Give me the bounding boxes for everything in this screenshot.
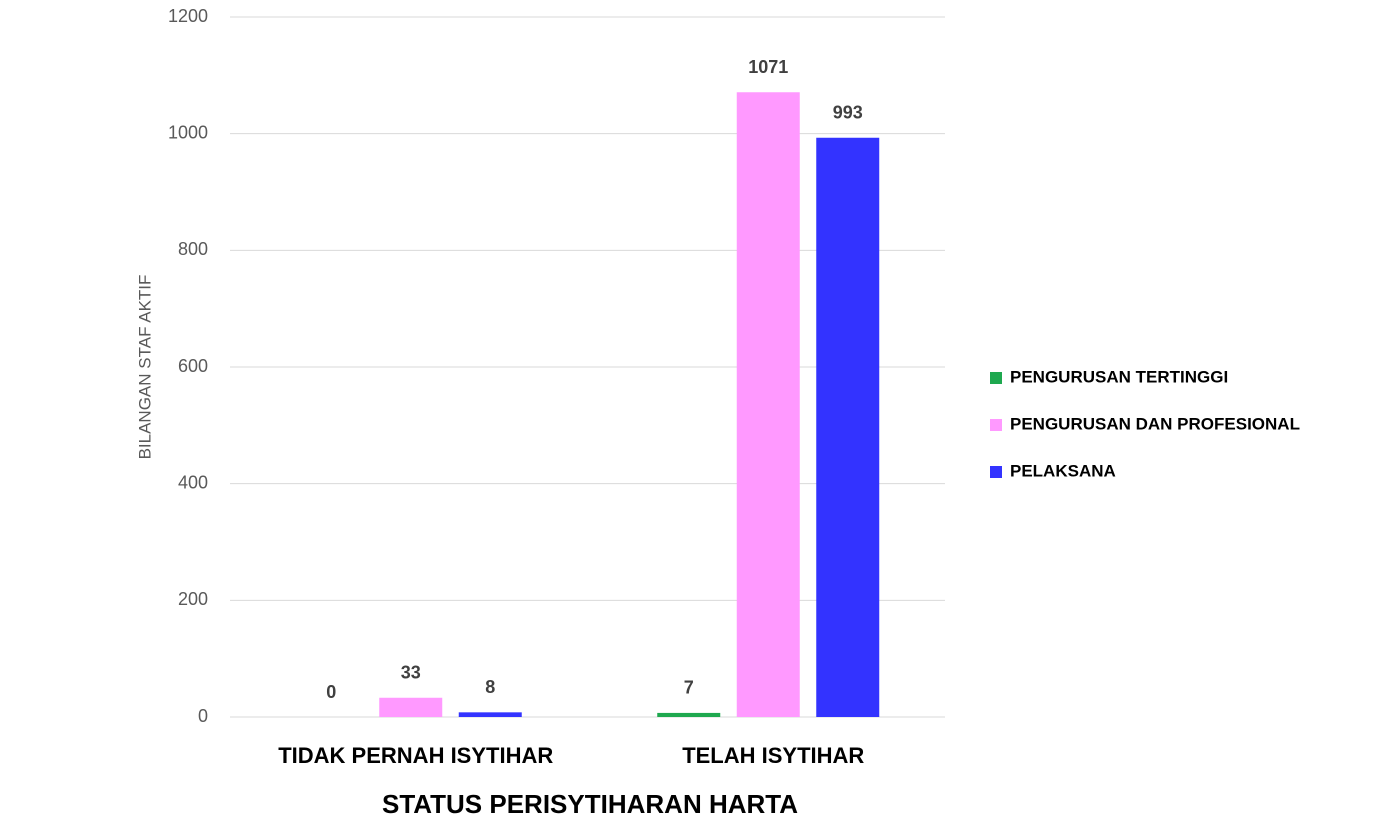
data-label: 33 bbox=[401, 663, 421, 683]
legend-swatch bbox=[990, 466, 1002, 478]
y-tick-label: 0 bbox=[198, 706, 208, 726]
y-tick-label: 1000 bbox=[168, 122, 208, 142]
x-tick-label: TELAH ISYTIHAR bbox=[682, 743, 864, 768]
y-tick-label: 800 bbox=[178, 239, 208, 259]
legend-label: PENGURUSAN DAN PROFESIONAL bbox=[1010, 414, 1300, 433]
y-tick-label: 1200 bbox=[168, 6, 208, 26]
y-tick-label: 400 bbox=[178, 472, 208, 492]
bar bbox=[816, 137, 880, 717]
data-label: 7 bbox=[684, 678, 694, 698]
legend-label: PENGURUSAN TERTINGGI bbox=[1010, 367, 1228, 386]
bar bbox=[657, 712, 721, 717]
legend-swatch bbox=[990, 372, 1002, 384]
bar bbox=[736, 92, 800, 717]
bar bbox=[379, 697, 443, 717]
bar bbox=[458, 712, 522, 717]
legend-swatch bbox=[990, 419, 1002, 431]
legend-label: PELAKSANA bbox=[1010, 461, 1116, 480]
y-tick-label: 600 bbox=[178, 356, 208, 376]
data-label: 8 bbox=[485, 677, 495, 697]
x-axis-title: STATUS PERISYTIHARAN HARTA bbox=[382, 789, 798, 819]
x-tick-label: TIDAK PERNAH ISYTIHAR bbox=[278, 743, 553, 768]
data-label: 0 bbox=[326, 682, 336, 702]
y-axis-title: BILANGAN STAF AKTIF bbox=[135, 275, 154, 460]
data-label: 993 bbox=[833, 103, 863, 123]
data-label: 1071 bbox=[748, 57, 788, 77]
y-tick-label: 200 bbox=[178, 589, 208, 609]
